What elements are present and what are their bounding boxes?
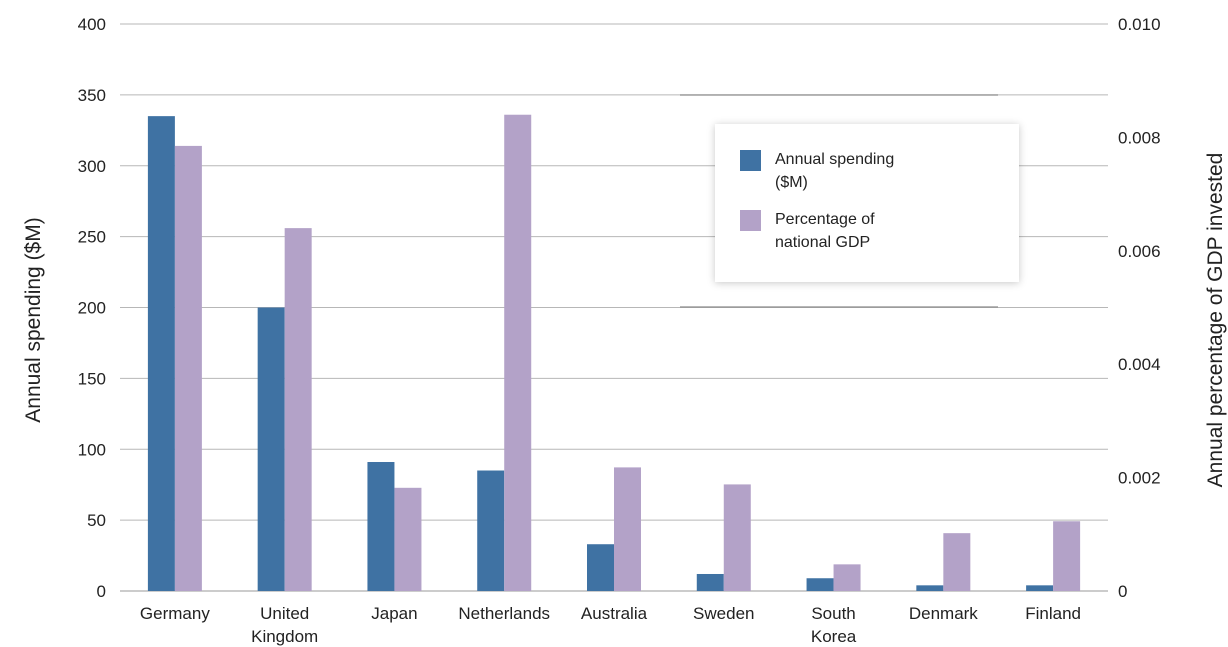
x-tick-label-line: Germany (140, 604, 210, 623)
bar-gdp-percentage (614, 467, 641, 591)
legend-label-line: national GDP (775, 234, 870, 251)
bar-annual-spending (806, 578, 834, 591)
x-tick-label: United Kingdom (251, 604, 318, 646)
x-tick-label: Netherlands (458, 604, 550, 623)
x-tick-label-line: South (811, 604, 855, 623)
bar-annual-spending (916, 585, 944, 591)
x-tick-label: Denmark (909, 604, 978, 623)
left-tick-label: 250 (78, 228, 106, 247)
left-tick-label: 200 (78, 299, 106, 318)
x-tick-label: Japan (371, 604, 417, 623)
left-tick-label: 150 (78, 369, 106, 388)
left-tick-label: 100 (78, 440, 106, 459)
bar-gdp-percentage (504, 114, 532, 591)
left-tick-label: 300 (78, 157, 106, 176)
x-tick-label-line: Sweden (693, 604, 754, 623)
bar-gdp-percentage (1053, 521, 1081, 591)
bar-annual-spending (696, 573, 724, 591)
right-tick-label: 0.006 (1118, 242, 1161, 261)
x-tick-label-line: Australia (581, 604, 648, 623)
left-y-axis-tick-labels: 0 50 100 150 200 250 300 350 400 (78, 15, 106, 601)
left-tick-label: 0 (97, 582, 106, 601)
bar-annual-spending (147, 116, 175, 591)
right-tick-label: 0.008 (1118, 128, 1161, 147)
legend-box (715, 124, 1019, 282)
bar-annual-spending (1026, 585, 1054, 591)
legend-label-line: ($M) (775, 174, 808, 191)
left-axis-title: Annual spending ($M) (22, 217, 45, 422)
right-tick-label: 0.010 (1118, 15, 1161, 34)
x-tick-label-line: Netherlands (458, 604, 550, 623)
x-tick-label-line: United (260, 604, 309, 623)
bar-gdp-percentage (723, 484, 751, 591)
legend-swatch (740, 150, 761, 171)
right-axis-title: Annual percentage of GDP invested (1204, 153, 1227, 488)
x-axis-tick-labels: Germany United Kingdom Japan Netherlands Aust… (140, 604, 1081, 646)
x-tick-label-line: Japan (371, 604, 417, 623)
x-tick-label-line: Kingdom (251, 627, 318, 646)
legend-label: Percentage of national GDP (775, 211, 875, 251)
left-tick-label: 350 (78, 86, 106, 105)
x-tick-label-line: Korea (811, 627, 857, 646)
bar-gdp-percentage (284, 228, 312, 591)
x-tick-label: Australia (581, 604, 648, 623)
legend-label: Annual spending ($M) (775, 151, 894, 191)
x-tick-label: Germany (140, 604, 210, 623)
bar-annual-spending (587, 544, 614, 591)
right-tick-label: 0 (1118, 582, 1127, 601)
legend-label-line: Percentage of (775, 211, 875, 228)
legend-label-line: Annual spending (775, 151, 894, 168)
bar-annual-spending (257, 307, 285, 591)
bar-annual-spending (477, 470, 505, 591)
bar-gdp-percentage (943, 533, 971, 591)
legend: Annual spending ($M) Percentage of national… (680, 94, 1019, 308)
x-tick-label-line: Finland (1025, 604, 1081, 623)
x-tick-label: Sweden (693, 604, 754, 623)
right-tick-label: 0.002 (1118, 469, 1161, 488)
bar-gdp-percentage (394, 487, 422, 591)
bars (147, 114, 1081, 591)
right-y-axis-tick-labels: 0 0.002 0.004 0.006 0.008 0.010 (1118, 15, 1161, 601)
bar-annual-spending (367, 462, 395, 591)
left-tick-label: 50 (87, 511, 106, 530)
left-tick-label: 400 (78, 15, 106, 34)
bar-gdp-percentage (174, 145, 202, 591)
bar-gdp-percentage (833, 564, 861, 591)
x-tick-label: Finland (1025, 604, 1081, 623)
right-tick-label: 0.004 (1118, 355, 1161, 374)
legend-swatch (740, 210, 761, 231)
x-tick-label: South Korea (811, 604, 857, 646)
x-tick-label-line: Denmark (909, 604, 978, 623)
